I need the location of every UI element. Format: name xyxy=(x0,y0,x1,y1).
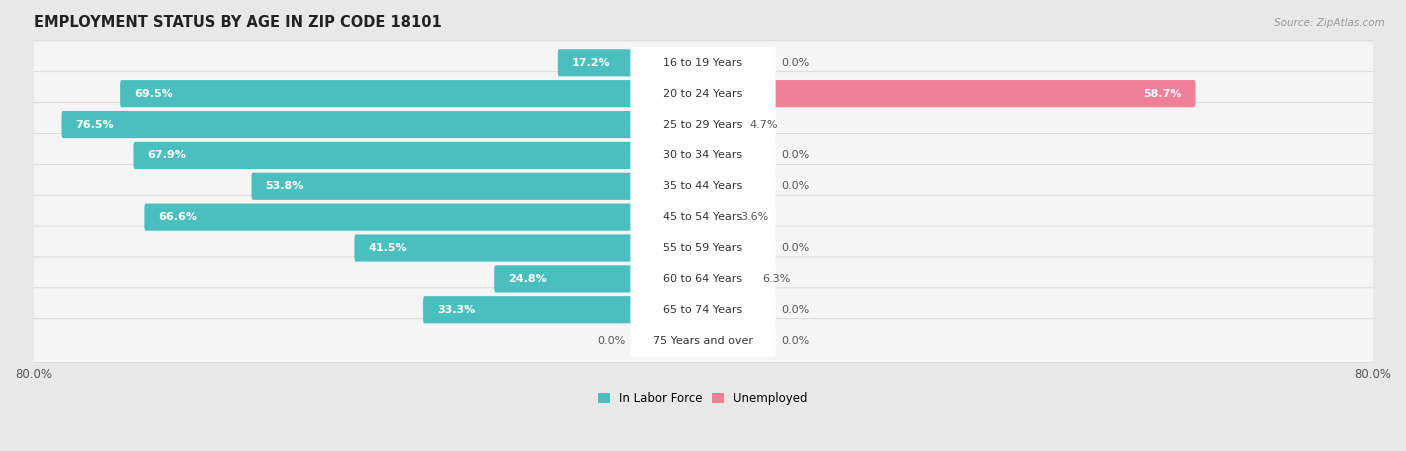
Text: 69.5%: 69.5% xyxy=(134,89,173,99)
FancyBboxPatch shape xyxy=(630,78,776,110)
FancyBboxPatch shape xyxy=(27,195,1379,239)
Text: 55 to 59 Years: 55 to 59 Years xyxy=(664,243,742,253)
FancyBboxPatch shape xyxy=(27,41,1379,85)
Text: 30 to 34 Years: 30 to 34 Years xyxy=(664,151,742,161)
Text: 53.8%: 53.8% xyxy=(266,181,304,191)
Text: 76.5%: 76.5% xyxy=(76,120,114,129)
Text: 75 Years and over: 75 Years and over xyxy=(652,336,754,345)
Text: 6.3%: 6.3% xyxy=(762,274,790,284)
Text: 25 to 29 Years: 25 to 29 Years xyxy=(664,120,742,129)
Text: 33.3%: 33.3% xyxy=(437,305,475,315)
Text: 0.0%: 0.0% xyxy=(780,181,808,191)
Text: 0.0%: 0.0% xyxy=(780,58,808,68)
FancyBboxPatch shape xyxy=(134,142,704,169)
FancyBboxPatch shape xyxy=(27,226,1379,270)
Text: 24.8%: 24.8% xyxy=(508,274,547,284)
FancyBboxPatch shape xyxy=(630,201,776,233)
Text: 67.9%: 67.9% xyxy=(148,151,186,161)
Text: 60 to 64 Years: 60 to 64 Years xyxy=(664,274,742,284)
Text: 0.0%: 0.0% xyxy=(780,151,808,161)
FancyBboxPatch shape xyxy=(630,294,776,326)
Text: 66.6%: 66.6% xyxy=(159,212,197,222)
FancyBboxPatch shape xyxy=(630,139,776,171)
Text: 17.2%: 17.2% xyxy=(572,58,610,68)
Text: 20 to 24 Years: 20 to 24 Years xyxy=(664,89,742,99)
FancyBboxPatch shape xyxy=(630,170,776,202)
Text: 35 to 44 Years: 35 to 44 Years xyxy=(664,181,742,191)
FancyBboxPatch shape xyxy=(702,111,744,138)
FancyBboxPatch shape xyxy=(630,109,776,141)
Text: 4.7%: 4.7% xyxy=(749,120,778,129)
FancyBboxPatch shape xyxy=(27,72,1379,115)
FancyBboxPatch shape xyxy=(630,263,776,295)
FancyBboxPatch shape xyxy=(630,47,776,79)
FancyBboxPatch shape xyxy=(252,173,704,200)
FancyBboxPatch shape xyxy=(702,80,1195,107)
FancyBboxPatch shape xyxy=(27,288,1379,331)
FancyBboxPatch shape xyxy=(558,49,704,76)
Text: 0.0%: 0.0% xyxy=(598,336,626,345)
Text: 41.5%: 41.5% xyxy=(368,243,406,253)
FancyBboxPatch shape xyxy=(27,103,1379,147)
Text: 65 to 74 Years: 65 to 74 Years xyxy=(664,305,742,315)
FancyBboxPatch shape xyxy=(702,265,756,293)
FancyBboxPatch shape xyxy=(423,296,704,323)
FancyBboxPatch shape xyxy=(145,203,704,231)
FancyBboxPatch shape xyxy=(27,133,1379,177)
FancyBboxPatch shape xyxy=(630,232,776,264)
Text: 0.0%: 0.0% xyxy=(780,305,808,315)
FancyBboxPatch shape xyxy=(354,235,704,262)
Text: 0.0%: 0.0% xyxy=(780,243,808,253)
FancyBboxPatch shape xyxy=(27,257,1379,301)
FancyBboxPatch shape xyxy=(630,325,776,357)
Text: 16 to 19 Years: 16 to 19 Years xyxy=(664,58,742,68)
Text: 45 to 54 Years: 45 to 54 Years xyxy=(664,212,742,222)
Text: EMPLOYMENT STATUS BY AGE IN ZIP CODE 18101: EMPLOYMENT STATUS BY AGE IN ZIP CODE 181… xyxy=(34,15,441,30)
Text: 3.6%: 3.6% xyxy=(740,212,768,222)
FancyBboxPatch shape xyxy=(62,111,704,138)
FancyBboxPatch shape xyxy=(494,265,704,293)
FancyBboxPatch shape xyxy=(120,80,704,107)
Text: 58.7%: 58.7% xyxy=(1143,89,1181,99)
Legend: In Labor Force, Unemployed: In Labor Force, Unemployed xyxy=(593,387,813,410)
FancyBboxPatch shape xyxy=(702,203,734,231)
Text: Source: ZipAtlas.com: Source: ZipAtlas.com xyxy=(1274,18,1385,28)
FancyBboxPatch shape xyxy=(27,164,1379,208)
Text: 0.0%: 0.0% xyxy=(780,336,808,345)
FancyBboxPatch shape xyxy=(27,319,1379,363)
